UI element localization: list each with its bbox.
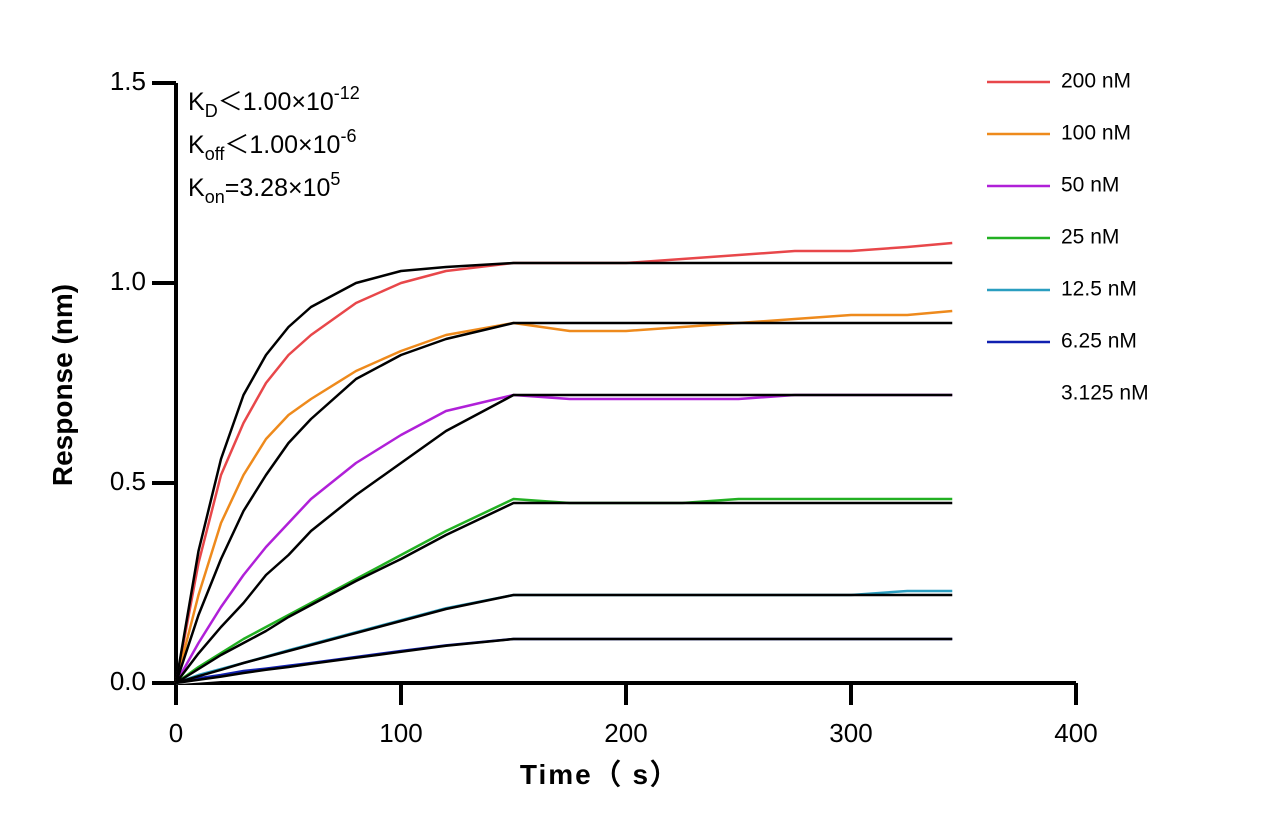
annotation: Kon=3.28×105 [188,169,340,207]
legend-label: 25 nM [1061,226,1119,249]
x-axis-label: Time（ s） [520,758,680,790]
annotation-text: =3.28×10 [225,174,331,202]
fit-line [174,261,953,684]
x-tick-label: 100 [379,718,422,748]
annotation-sup: -6 [340,126,356,146]
annotation-base: K [188,174,205,202]
fit-line [175,393,953,684]
data-line [174,309,953,684]
legend-label: 6.25 nM [1061,330,1137,353]
fit-line [174,321,953,684]
annotation-text: ＜1.00×10 [218,88,334,116]
annotation: KD＜1.00×10-12 [188,83,360,121]
fit-line [175,637,953,685]
annotation-text: ＜1.00×10 [224,131,340,159]
annotation-sub: on [205,187,225,207]
data-line [175,659,953,685]
y-tick-label: 0.5 [110,466,146,496]
legend-label: 200 nM [1061,70,1131,93]
x-tick-label: 300 [829,718,872,748]
data-line [175,497,953,685]
data-line [174,241,953,684]
legend-label: 50 nM [1061,174,1119,197]
fit-line [175,501,953,685]
legend-label: 100 nM [1061,122,1131,145]
y-tick-label: 1.5 [110,66,146,96]
x-tick-label: 400 [1054,718,1097,748]
y-axis-label: Response (nm) [47,284,78,486]
legend-label: 12.5 nM [1061,278,1137,301]
annotation-sub: off [205,144,226,164]
x-tick-label: 200 [604,718,647,748]
data-line [175,589,953,685]
fit-line [175,593,953,685]
annotation: Koff＜1.00×10-6 [188,126,356,164]
legend-label: 3.125 nM [1061,382,1149,405]
x-tick-label: 0 [169,718,183,748]
annotation-sup: -12 [334,83,360,103]
y-tick-label: 1.0 [110,266,146,296]
annotation-base: K [188,131,205,159]
annotation-sub: D [205,101,218,121]
annotation-base: K [188,88,205,116]
annotation-sup: 5 [330,169,340,189]
y-tick-label: 0.0 [110,666,146,696]
